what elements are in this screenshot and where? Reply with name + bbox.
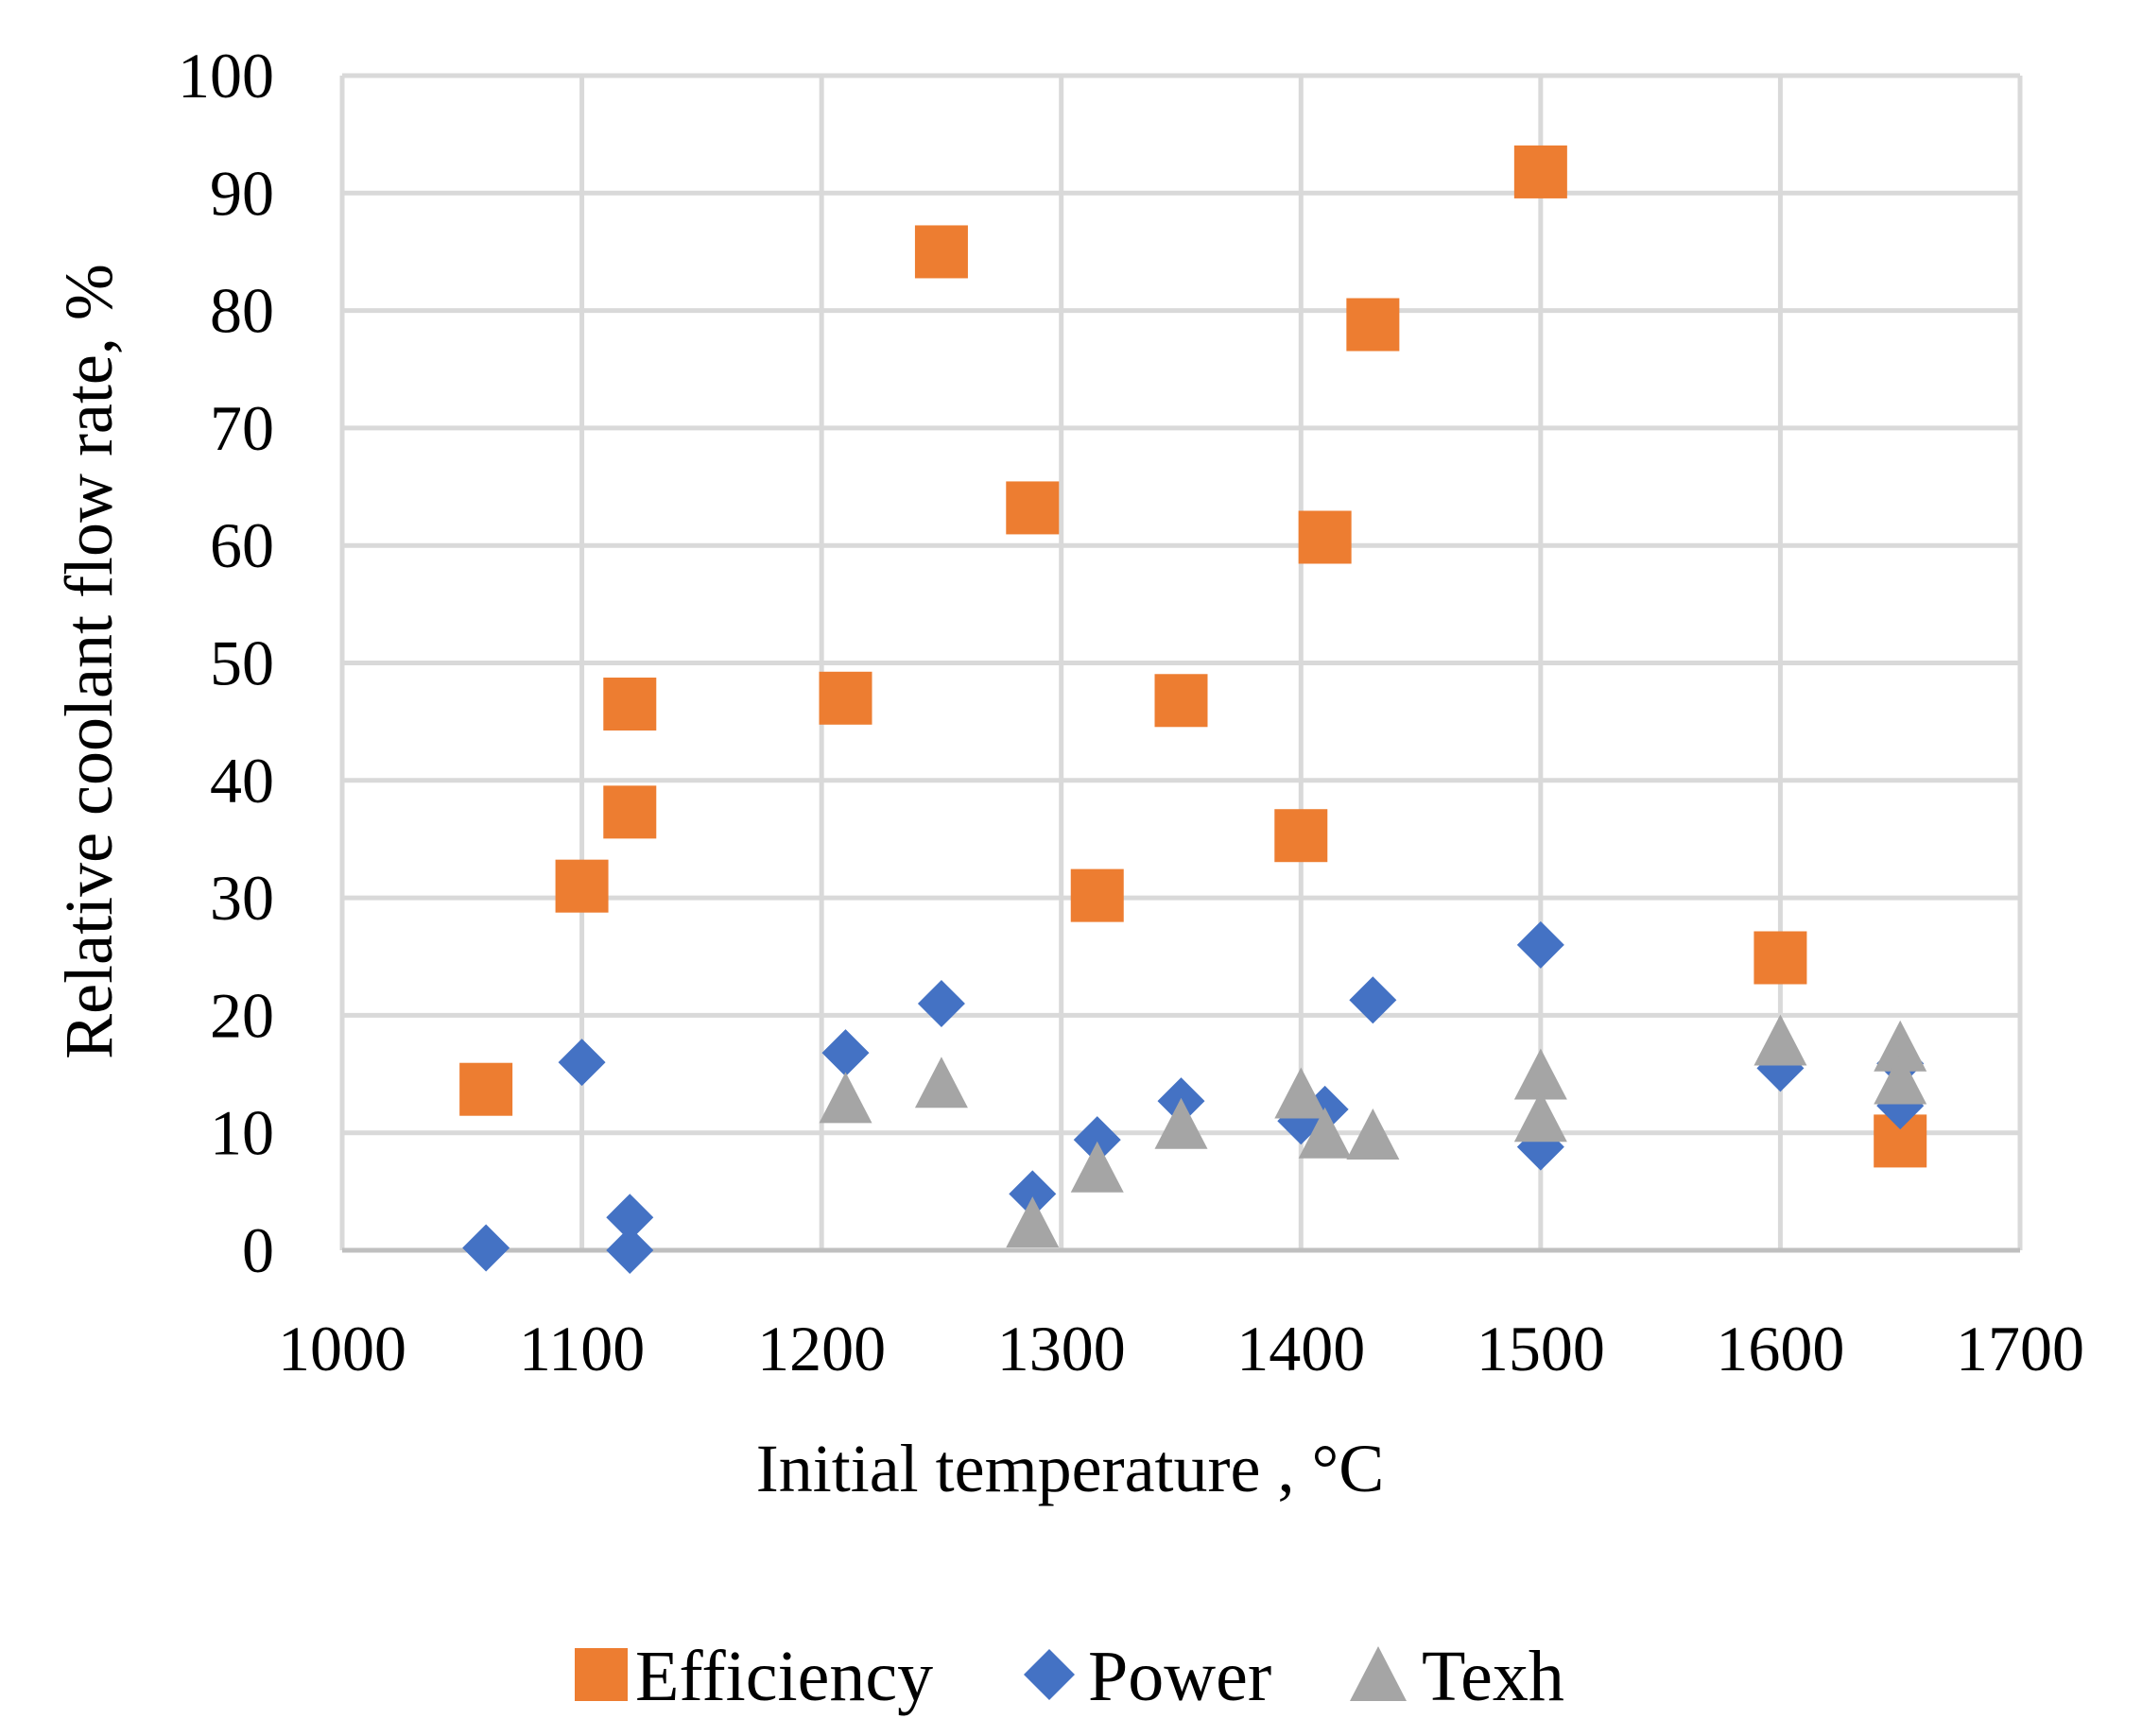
power-point — [821, 1029, 870, 1077]
efficiency-point — [1006, 481, 1060, 535]
data-points — [459, 145, 1927, 1274]
gridlines — [339, 73, 2023, 1253]
legend: Efficiency Power Texh — [575, 1637, 1564, 1716]
texh-point — [1006, 1196, 1060, 1248]
y-tick-label: 50 — [210, 627, 274, 699]
texh-point — [1274, 1067, 1328, 1119]
series-power — [462, 920, 1925, 1274]
x-axis-ticks: 1000 1100 1200 1300 1400 1500 1600 1700 — [278, 1313, 2084, 1384]
efficiency-point — [603, 678, 657, 731]
y-tick-label: 40 — [210, 745, 274, 816]
legend-square-icon — [575, 1648, 628, 1701]
efficiency-point — [914, 225, 968, 279]
y-tick-label: 100 — [178, 40, 274, 112]
texh-point — [914, 1057, 968, 1109]
texh-point — [819, 1072, 872, 1124]
texh-point — [1874, 1020, 1927, 1072]
legend-item-texh: Texh — [1350, 1637, 1564, 1716]
power-point — [558, 1039, 606, 1087]
efficiency-point — [603, 785, 657, 839]
power-point — [1516, 920, 1564, 969]
x-tick-label: 1600 — [1716, 1313, 1844, 1384]
x-tick-label: 1500 — [1477, 1313, 1605, 1384]
texh-point — [1154, 1097, 1208, 1149]
x-tick-label: 1300 — [997, 1313, 1126, 1384]
efficiency-point — [555, 859, 609, 913]
y-tick-label: 0 — [242, 1214, 274, 1286]
x-tick-label: 1100 — [519, 1313, 645, 1384]
legend-item-efficiency: Efficiency — [575, 1637, 933, 1716]
texh-point — [1753, 1014, 1807, 1066]
efficiency-point — [1070, 868, 1124, 922]
efficiency-point — [1274, 809, 1328, 863]
texh-point — [1298, 1107, 1352, 1159]
legend-diamond-icon — [1024, 1649, 1075, 1700]
efficiency-point — [1513, 145, 1567, 198]
efficiency-point — [819, 671, 872, 725]
series-texh — [819, 1014, 1927, 1248]
texh-point — [1070, 1141, 1124, 1193]
power-point — [1009, 1170, 1057, 1218]
power-point — [917, 979, 965, 1027]
power-point — [1349, 976, 1397, 1024]
y-axis-ticks: 0 10 20 30 40 50 60 70 80 90 100 — [178, 40, 274, 1286]
legend-item-power: Power — [1024, 1637, 1271, 1716]
y-tick-label: 90 — [210, 157, 274, 229]
power-point — [462, 1224, 510, 1272]
legend-label: Efficiency — [635, 1637, 933, 1716]
efficiency-point — [459, 1062, 513, 1116]
y-tick-label: 30 — [210, 862, 274, 934]
x-tick-label: 1400 — [1236, 1313, 1365, 1384]
y-tick-label: 20 — [210, 979, 274, 1051]
x-axis-title: Initial temperature , °C — [756, 1431, 1385, 1506]
power-point — [606, 1194, 654, 1242]
texh-point — [1346, 1108, 1400, 1160]
x-tick-label: 1700 — [1956, 1313, 2084, 1384]
power-point — [606, 1227, 654, 1274]
efficiency-point — [1346, 298, 1400, 352]
legend-label: Texh — [1422, 1637, 1564, 1716]
y-tick-label: 60 — [210, 509, 274, 581]
efficiency-point — [1298, 510, 1352, 564]
x-tick-label: 1000 — [278, 1313, 406, 1384]
efficiency-point — [1753, 931, 1807, 985]
power-point — [1073, 1116, 1121, 1164]
texh-point — [1513, 1048, 1567, 1100]
y-axis-title: Relative coolant flow rate, % — [51, 264, 127, 1059]
y-tick-label: 80 — [210, 275, 274, 347]
legend-triangle-icon — [1350, 1646, 1407, 1701]
y-tick-label: 10 — [210, 1097, 274, 1169]
legend-label: Power — [1088, 1637, 1271, 1716]
series-efficiency — [459, 145, 1927, 1168]
texh-point — [1874, 1053, 1927, 1105]
efficiency-point — [1154, 674, 1208, 728]
texh-point — [1513, 1091, 1567, 1143]
x-tick-label: 1200 — [757, 1313, 886, 1384]
y-tick-label: 70 — [210, 392, 274, 464]
